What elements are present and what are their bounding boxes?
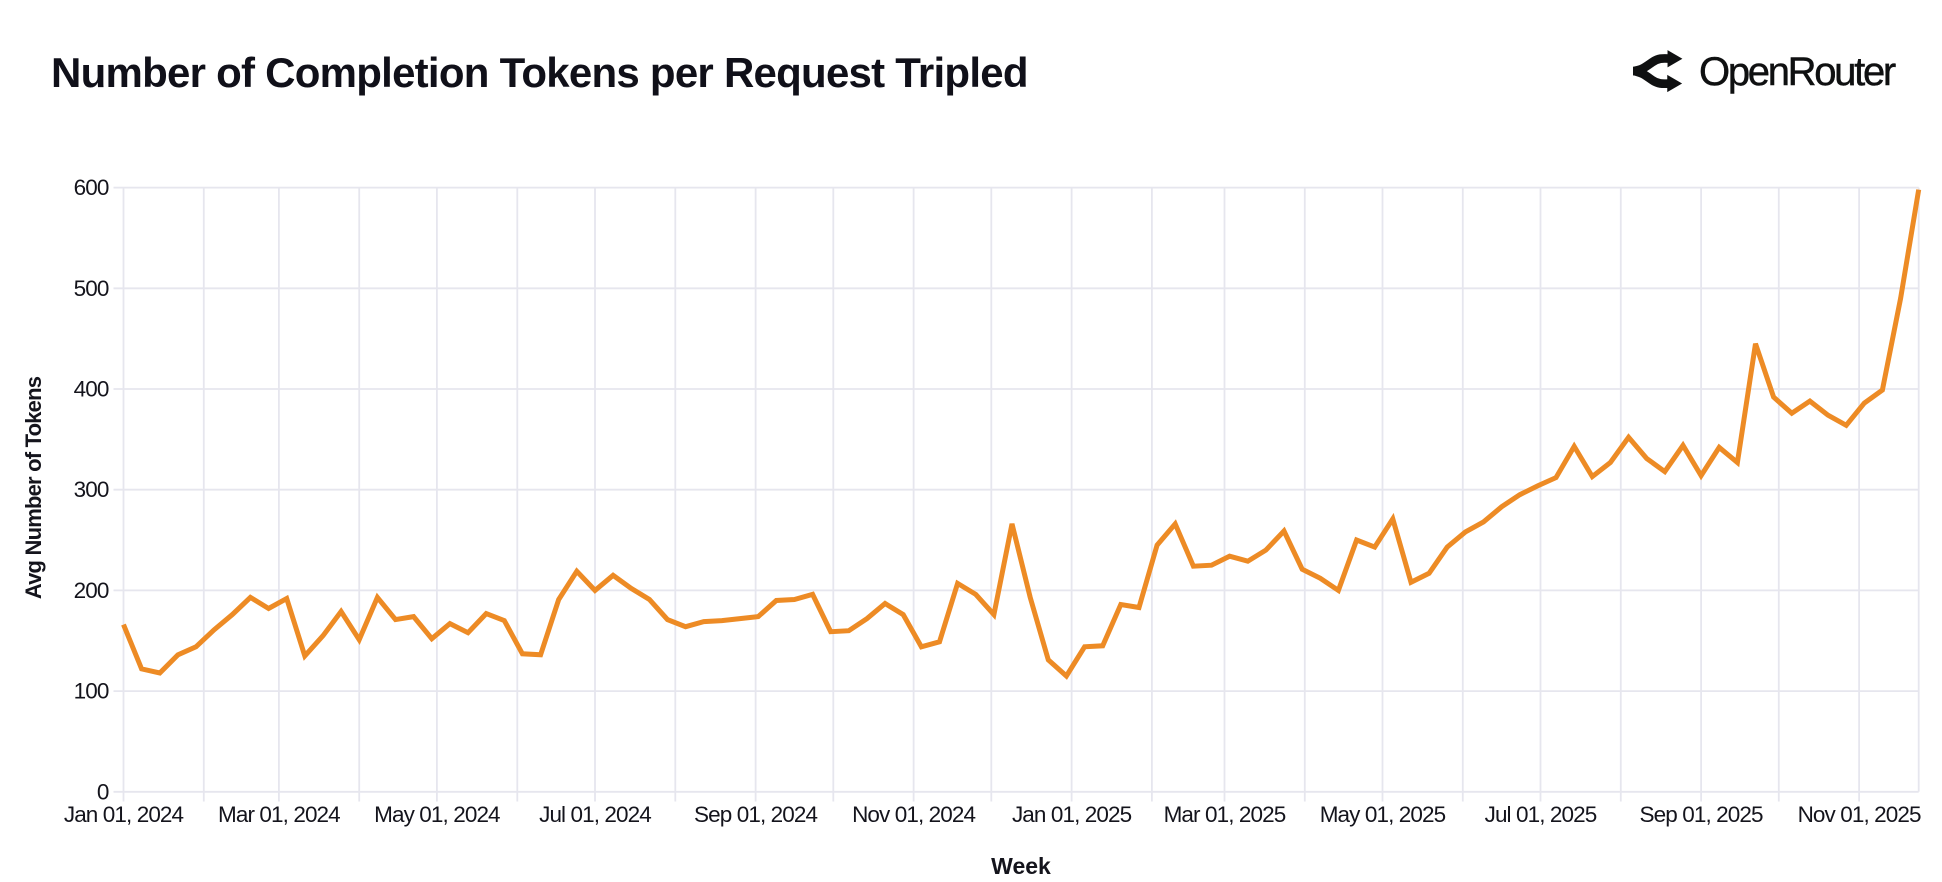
svg-text:Mar 01, 2024: Mar 01, 2024 <box>218 802 340 827</box>
svg-text:Nov 01, 2025: Nov 01, 2025 <box>1798 802 1921 827</box>
svg-text:Nov 01, 2024: Nov 01, 2024 <box>852 802 975 827</box>
svg-text:Jan 01, 2025: Jan 01, 2025 <box>1012 802 1132 827</box>
svg-text:400: 400 <box>74 377 109 402</box>
svg-text:Avg Number of Tokens: Avg Number of Tokens <box>21 376 46 599</box>
svg-text:500: 500 <box>74 276 109 301</box>
svg-text:Jul 01, 2024: Jul 01, 2024 <box>539 802 651 827</box>
svg-text:600: 600 <box>74 175 109 200</box>
svg-text:Jan 01, 2024: Jan 01, 2024 <box>64 802 184 827</box>
svg-text:Jul 01, 2025: Jul 01, 2025 <box>1485 802 1597 827</box>
svg-text:Week: Week <box>991 853 1051 879</box>
svg-text:Sep 01, 2025: Sep 01, 2025 <box>1640 802 1763 827</box>
svg-text:May 01, 2024: May 01, 2024 <box>374 802 500 827</box>
svg-text:100: 100 <box>74 679 109 704</box>
svg-text:300: 300 <box>74 477 109 502</box>
svg-text:Mar 01, 2025: Mar 01, 2025 <box>1164 802 1286 827</box>
svg-text:Sep 01, 2024: Sep 01, 2024 <box>694 802 817 827</box>
svg-text:0: 0 <box>97 779 109 804</box>
svg-text:200: 200 <box>74 578 109 603</box>
svg-text:May 01, 2025: May 01, 2025 <box>1320 802 1446 827</box>
